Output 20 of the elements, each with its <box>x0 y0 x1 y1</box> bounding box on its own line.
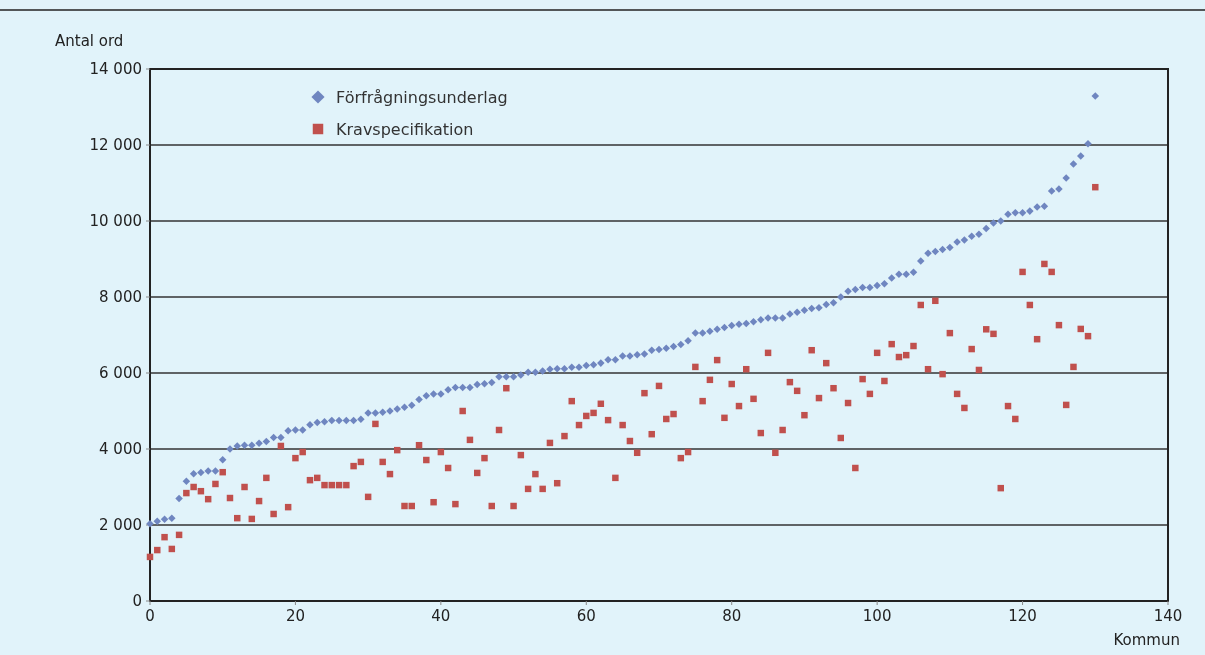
x-tick-label: 20 <box>285 607 305 625</box>
x-tick-label: 40 <box>431 607 451 625</box>
x-tick-label: 120 <box>1008 607 1037 625</box>
y-tick-label: 8 000 <box>99 288 142 307</box>
x-tick-label: 60 <box>576 607 596 625</box>
y-tick-label: 2 000 <box>99 516 142 535</box>
legend-label: Förfrågningsunderlag <box>336 87 508 107</box>
y-tick-label: 10 000 <box>89 212 142 231</box>
x-axis-title: Kommun <box>1113 631 1180 649</box>
y-tick-label: 0 <box>132 592 142 611</box>
y-tick-label: 6 000 <box>99 364 142 383</box>
y-tick-label: 14 000 <box>89 60 142 79</box>
x-tick-label: 0 <box>145 607 155 625</box>
x-tick-label: 80 <box>722 607 742 625</box>
x-tick-label: 140 <box>1153 607 1183 625</box>
x-tick-label: 100 <box>862 607 892 625</box>
legend-label: Kravspecifikation <box>336 119 474 139</box>
y-tick-label: 4 000 <box>99 440 142 459</box>
y-axis-title: Antal ord <box>55 32 124 50</box>
y-tick-label: 12 000 <box>89 136 142 155</box>
